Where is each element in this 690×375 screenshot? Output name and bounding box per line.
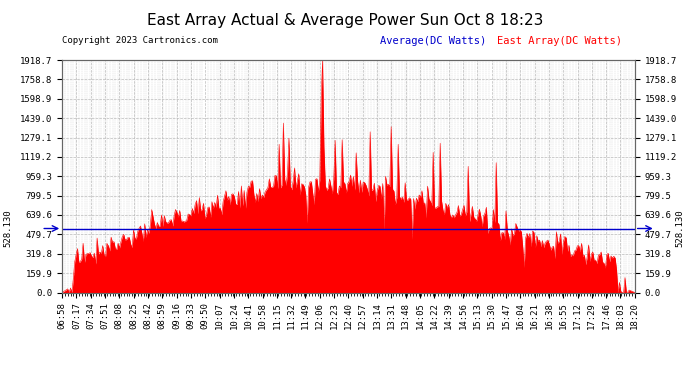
Text: East Array Actual & Average Power Sun Oct 8 18:23: East Array Actual & Average Power Sun Oc… <box>147 13 543 28</box>
Text: 528.130: 528.130 <box>675 210 684 248</box>
Text: East Array(DC Watts): East Array(DC Watts) <box>497 36 622 46</box>
Text: Copyright 2023 Cartronics.com: Copyright 2023 Cartronics.com <box>62 36 218 45</box>
Text: Average(DC Watts): Average(DC Watts) <box>380 36 486 46</box>
Text: 528.130: 528.130 <box>3 210 13 248</box>
